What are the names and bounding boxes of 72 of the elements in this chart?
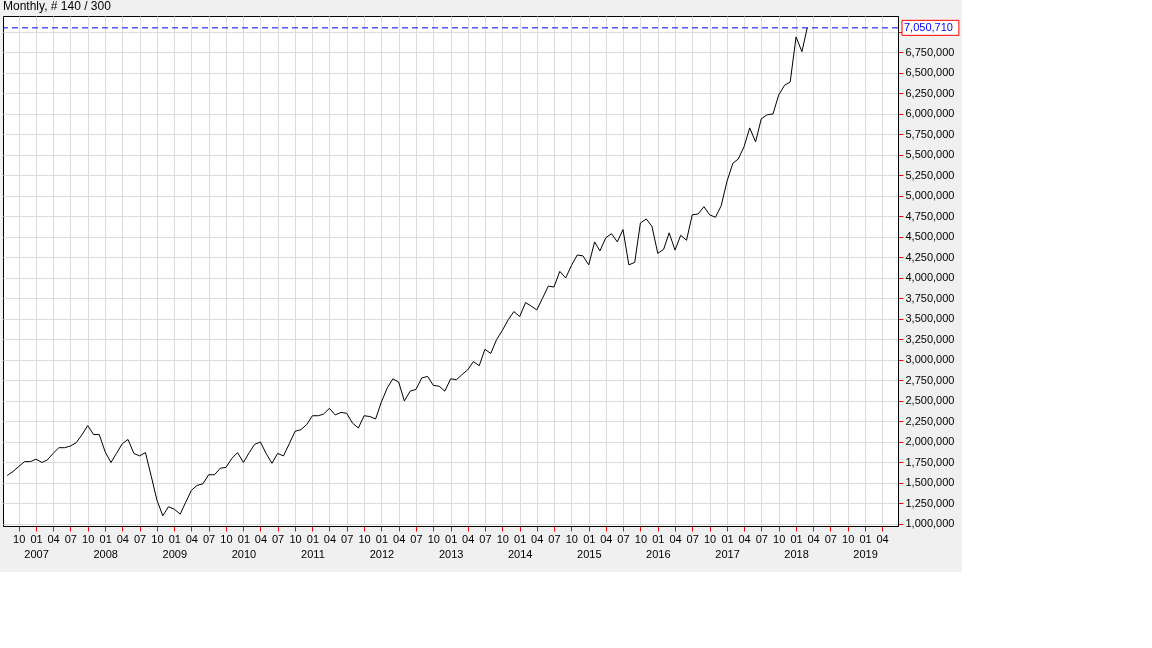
y-tick-label: 5,750,000 xyxy=(905,127,955,140)
x-tick-label: 04 xyxy=(669,532,682,545)
x-tick-label: 04 xyxy=(116,532,129,545)
x-tick-label: 07 xyxy=(617,532,630,545)
x-tick-label: 10 xyxy=(565,532,578,545)
y-tick-label: 1,250,000 xyxy=(905,496,955,509)
x-tick-label: 10 xyxy=(842,532,855,545)
x-tick-label: 07 xyxy=(824,532,837,545)
x-tick-label: 04 xyxy=(323,532,337,545)
x-tick-label: 07 xyxy=(272,532,285,545)
y-tick-label: 5,000,000 xyxy=(905,189,955,202)
y-tick-label: 3,000,000 xyxy=(905,353,955,366)
x-tick-label: 07 xyxy=(755,532,768,545)
x-tick-label: 04 xyxy=(531,532,544,545)
x-tick-label: 01 2007 xyxy=(24,532,49,560)
line-series xyxy=(6,27,808,517)
x-tick-label: 04 xyxy=(738,532,751,545)
y-tick-label: 6,500,000 xyxy=(905,66,955,79)
x-tick-label: 04 xyxy=(393,532,406,545)
x-tick-label: 10 xyxy=(427,532,440,545)
y-tick-label: 5,500,000 xyxy=(905,148,955,161)
x-tick-label: 04 xyxy=(462,532,475,545)
x-tick-label: 10 xyxy=(496,532,509,545)
x-tick-label: 10 xyxy=(358,532,371,545)
x-tick-label: 01 2019 xyxy=(853,532,878,560)
y-tick-label: 6,750,000 xyxy=(905,45,955,58)
y-tick-label: 2,750,000 xyxy=(905,373,955,386)
x-tick-label: 04 xyxy=(600,532,613,545)
x-tick-label: 07 xyxy=(410,532,423,545)
y-tick-label: 1,750,000 xyxy=(905,455,955,468)
x-tick-label: 10 xyxy=(82,532,95,545)
y-tick-label: 3,250,000 xyxy=(905,332,955,345)
x-tick-label: 10 xyxy=(151,532,164,545)
y-tick-label: 3,750,000 xyxy=(905,291,955,304)
y-tick-label: 4,000,000 xyxy=(905,271,955,284)
y-tick-label: 4,250,000 xyxy=(905,250,955,263)
x-tick-label: 04 xyxy=(47,532,60,545)
y-tick-label: 1,000,000 xyxy=(905,517,955,530)
x-tick-label: 07 xyxy=(133,532,147,545)
x-tick-label: 07 xyxy=(548,532,561,545)
x-tick-label: 07 xyxy=(64,532,77,545)
x-tick-label: 07 xyxy=(686,532,699,545)
x-tick-label: 07 xyxy=(341,532,354,545)
y-tick-label: 6,000,000 xyxy=(905,107,955,120)
y-tick-label: 4,750,000 xyxy=(905,209,955,222)
x-tick-label: 01 2018 xyxy=(784,532,809,560)
x-tick-label: 10 xyxy=(634,532,648,545)
x-tick-label: 04 xyxy=(807,532,820,545)
x-tick-label: 01 2011 xyxy=(301,532,325,560)
x-tick-label: 10 xyxy=(220,532,233,545)
y-tick-label: 1,500,000 xyxy=(905,476,955,489)
x-tick-label: 10 xyxy=(773,532,786,545)
x-tick-label: 01 2017 xyxy=(715,532,740,560)
y-tick-label: 6,250,000 xyxy=(905,86,955,99)
x-tick-label: 10 xyxy=(13,532,26,545)
y-tick-label: 5,250,000 xyxy=(905,168,955,181)
x-tick-label: 04 xyxy=(876,532,889,545)
x-tick-label: 10 xyxy=(703,532,717,545)
x-tick-label: 10 xyxy=(289,532,302,545)
y-tick-label: 2,500,000 xyxy=(905,394,955,407)
x-tick-label: 04 xyxy=(254,532,268,545)
x-tick-label: 01 2016 xyxy=(646,532,671,560)
y-tick-label: 2,000,000 xyxy=(905,435,955,448)
x-tick-label: 04 xyxy=(185,532,199,545)
y-tick-label: 4,500,000 xyxy=(905,230,955,243)
x-tick-label: 07 xyxy=(202,532,216,545)
ref-line-label: 7,050,710 xyxy=(904,20,953,33)
x-tick-label: 01 2008 xyxy=(93,532,118,560)
x-tick-label: 07 xyxy=(479,532,492,545)
y-tick-label: 2,250,000 xyxy=(905,414,955,427)
y-tick-label: 3,500,000 xyxy=(905,312,955,325)
chart-title: Monthly, # 140 / 300 xyxy=(3,0,112,13)
